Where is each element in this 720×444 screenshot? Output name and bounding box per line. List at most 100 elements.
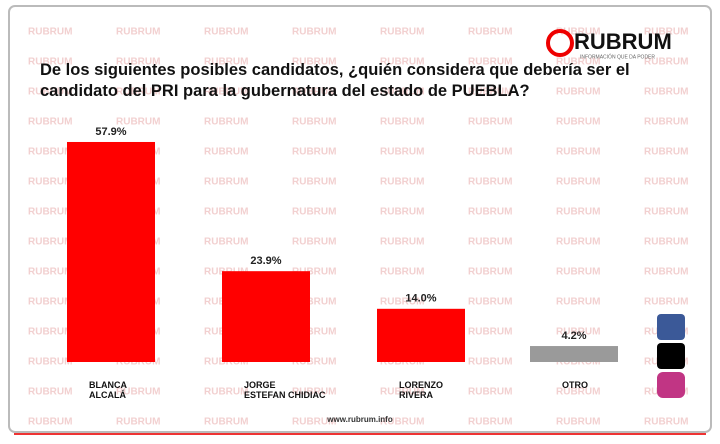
value-label: 23.9% [250,255,281,267]
watermark: RUBRUM [28,417,72,428]
watermark: RUBRUM [644,207,688,218]
watermark: RUBRUM [556,267,600,278]
value-label: 14.0% [405,293,436,305]
watermark: RUBRUM [556,207,600,218]
watermark: RUBRUM [644,27,688,38]
instagram-icon[interactable] [657,372,685,398]
bar [67,141,155,362]
watermark: RUBRUM [644,177,688,188]
watermark: RUBRUM [380,267,424,278]
watermark: RUBRUM [204,237,248,248]
watermark: RUBRUM [116,417,160,428]
watermark: RUBRUM [28,237,72,248]
facebook-icon[interactable] [657,314,685,340]
watermark: RUBRUM [292,87,336,98]
watermark: RUBRUM [28,87,72,98]
footer: www.rubrum.info [326,415,393,424]
watermark: RUBRUM [292,57,336,68]
watermark: RUBRUM [468,327,512,338]
watermark: RUBRUM [204,57,248,68]
watermark: RUBRUM [28,147,72,158]
category-label: JORGE ESTEFAN CHIDIAC [244,380,326,400]
watermark: RUBRUM [116,117,160,128]
bar [530,346,618,362]
category-label: LORENZO RIVERA [399,380,443,400]
watermark: RUBRUM [556,117,600,128]
watermark: RUBRUM [28,297,72,308]
watermark: RUBRUM [116,387,160,398]
watermark: RUBRUM [468,117,512,128]
watermark: RUBRUM [644,297,688,308]
watermark: RUBRUM [292,27,336,38]
watermark: RUBRUM [468,27,512,38]
watermark: RUBRUM [644,147,688,158]
watermark: RUBRUM [380,387,424,398]
watermark: RUBRUM [644,417,688,428]
category-label: OTRO [562,380,588,390]
watermark: RUBRUM [468,267,512,278]
watermark: RUBRUM [556,357,600,368]
watermark: RUBRUM [380,417,424,428]
watermark: RUBRUM [292,237,336,248]
bar [377,308,465,362]
watermark: RUBRUM [380,57,424,68]
watermark: RUBRUM [644,117,688,128]
logo-mark [546,29,574,57]
watermark: RUBRUM [556,87,600,98]
watermark: RUBRUM [468,57,512,68]
watermark: RUBRUM [380,357,424,368]
bar [222,271,310,362]
watermark: RUBRUM [644,87,688,98]
watermark: RUBRUM [204,207,248,218]
watermark: RUBRUM [468,417,512,428]
watermark: RUBRUM [468,387,512,398]
watermark: RUBRUM [380,237,424,248]
watermark: RUBRUM [556,327,600,338]
value-label: 57.9% [95,126,126,138]
watermark: RUBRUM [556,417,600,428]
tagline: INFORMACIÓN QUE DA PODER [580,53,655,60]
watermark: RUBRUM [204,117,248,128]
watermark: RUBRUM [556,297,600,308]
watermark: RUBRUM [380,27,424,38]
watermark: RUBRUM [380,207,424,218]
watermark: RUBRUM [556,147,600,158]
watermark: RUBRUM [380,117,424,128]
watermark: RUBRUM [116,27,160,38]
watermark: RUBRUM [380,147,424,158]
x-icon[interactable] [657,343,685,369]
category-label: BLANCA ALCALÁ [89,380,127,400]
watermark: RUBRUM [28,207,72,218]
watermark: RUBRUM [292,147,336,158]
watermark: RUBRUM [116,87,160,98]
watermark: RUBRUM [28,117,72,128]
watermark: RUBRUM [204,417,248,428]
watermark: RUBRUM [468,87,512,98]
watermark: RUBRUM [644,267,688,278]
watermark: RUBRUM [468,147,512,158]
watermark: RUBRUM [556,27,600,38]
watermark: RUBRUM [468,177,512,188]
watermark: RUBRUM [292,207,336,218]
watermark: RUBRUM [292,417,336,428]
chart-title: De los siguientes posibles candidatos, ¿… [40,61,630,100]
watermark: RUBRUM [644,237,688,248]
watermark: RUBRUM [292,387,336,398]
watermark: RUBRUM [204,387,248,398]
watermark: RUBRUM [380,177,424,188]
watermark: RUBRUM [556,57,600,68]
watermark: RUBRUM [204,147,248,158]
watermark: RUBRUM [556,387,600,398]
watermark: RUBRUM [556,237,600,248]
watermark: RUBRUM [292,297,336,308]
watermark: RUBRUM [28,27,72,38]
frame [8,5,712,433]
watermark: RUBRUM [468,297,512,308]
watermark: RUBRUM [28,57,72,68]
watermark: RUBRUM [204,27,248,38]
watermark: RUBRUM [468,237,512,248]
watermark-layer: RUBRUM RUBRUM RUBRUM RUBRUM RUBRUM RUBRUM RUBR… [28,27,688,428]
watermark: RUBRUM [28,387,72,398]
